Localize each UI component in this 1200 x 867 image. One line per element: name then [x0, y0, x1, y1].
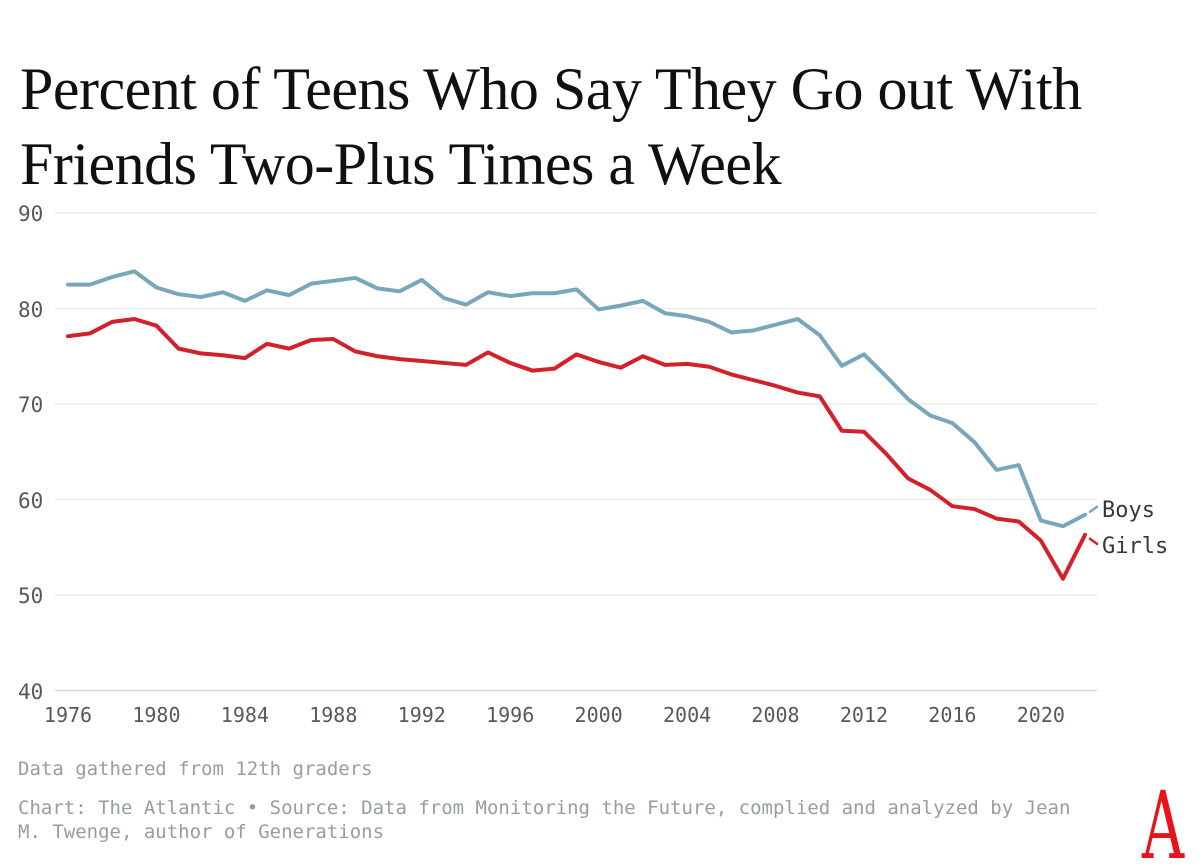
y-tick-label-50: 50 [18, 584, 44, 608]
y-tick-label-60: 60 [18, 488, 44, 513]
x-tick-label-1992: 1992 [397, 703, 446, 727]
x-tick-label-2004: 2004 [662, 703, 712, 727]
x-tick-label-1976: 1976 [43, 703, 93, 727]
x-tick-label-2000: 2000 [574, 703, 623, 727]
x-tick-label-1984: 1984 [220, 703, 269, 727]
x-tick-label-1988: 1988 [309, 703, 358, 727]
series-label-girls: Girls [1102, 534, 1169, 559]
boys-leader-tick [1088, 505, 1099, 514]
series-lines [66, 269, 1088, 581]
boys-line [66, 269, 1088, 529]
y-tick-label-70: 70 [18, 393, 44, 417]
chart-title-line2: Friends Two-Plus Times a Week [20, 131, 781, 198]
x-tick-label-2020: 2020 [1016, 703, 1065, 727]
gridlines [55, 212, 1097, 692]
x-tick-label-2012: 2012 [839, 703, 889, 727]
y-tick-label-90: 90 [18, 202, 44, 226]
x-tick-label-1996: 1996 [486, 703, 535, 727]
chart-credit: Chart: The Atlantic • Source: Data from … [18, 797, 1071, 843]
x-tick-label-1980: 1980 [132, 703, 181, 727]
y-tick-label-80: 80 [18, 297, 44, 322]
y-tick-label-40: 40 [18, 679, 44, 704]
girls-line [66, 317, 1088, 581]
series-label-boys: Boys [1102, 498, 1155, 523]
x-tick-label-2016: 2016 [928, 703, 977, 727]
data-source-note: Data gathered from 12th graders [18, 758, 373, 780]
chart-title-line1: Percent of Teens Who Say They Go out Wit… [20, 56, 1082, 123]
atlantic-logo: A [1142, 772, 1185, 867]
legend-leader-ticks [1088, 505, 1099, 546]
girls-leader-tick [1088, 537, 1099, 546]
chart-title: Percent of Teens Who Say They Go out Wit… [20, 52, 1082, 202]
x-tick-label-2008: 2008 [751, 703, 800, 727]
